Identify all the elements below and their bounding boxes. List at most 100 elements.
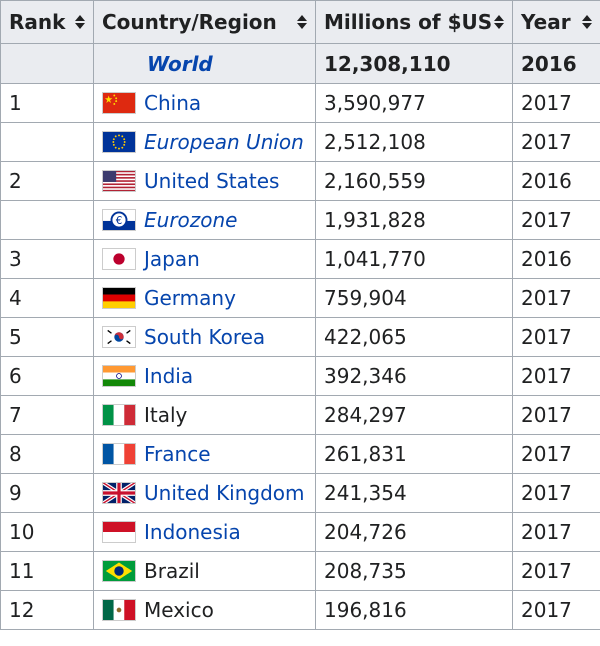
rank-cell: 5	[0, 317, 94, 357]
rank-column-header[interactable]: Rank	[0, 0, 94, 44]
rank-cell	[0, 122, 94, 162]
table-row: 7 Italy 284,297 2017	[0, 395, 600, 435]
country-cell-content: South Korea	[102, 319, 315, 356]
gdp-column-header[interactable]: Millions of $US	[315, 0, 513, 44]
france-flag-icon	[102, 443, 136, 465]
table-row: 9 United Kingdom 241,354 2017	[0, 473, 600, 513]
year-cell: 2017	[512, 551, 600, 591]
table-row: 11 Brazil 208,735 2017	[0, 551, 600, 591]
world-year-cell: 2016	[512, 43, 600, 84]
table-row: 3 Japan 1,041,770 2016	[0, 239, 600, 279]
indonesia-flag-icon	[102, 521, 136, 543]
country-cell: European Union	[93, 122, 316, 162]
united-kingdom-flag-icon	[102, 482, 136, 504]
country-cell: China	[93, 83, 316, 123]
year-cell: 2017	[512, 278, 600, 318]
rank-cell: 4	[0, 278, 94, 318]
year-cell: 2016	[512, 239, 600, 279]
country-link[interactable]: India	[144, 364, 194, 388]
european-union-flag-icon	[102, 131, 136, 153]
gdp-value-cell: 241,354	[315, 473, 513, 513]
sort-icon[interactable]	[297, 14, 307, 30]
country-link: Mexico	[144, 598, 214, 622]
table-row: 8 France 261,831 2017	[0, 434, 600, 474]
country-link[interactable]: Germany	[144, 286, 236, 310]
eurozone-euro-icon: €	[102, 209, 136, 231]
country-cell-content: China	[102, 85, 315, 122]
table-row: € Eurozone 1,931,828 2017	[0, 200, 600, 240]
table-row: 2 United States 2,160,559 2016	[0, 161, 600, 201]
country-link[interactable]: United States	[144, 169, 280, 193]
year-header-label: Year	[521, 10, 571, 34]
country-cell: South Korea	[93, 317, 316, 357]
country-cell: Mexico	[93, 590, 316, 630]
country-cell: € Eurozone	[93, 200, 316, 240]
rank-cell: 12	[0, 590, 94, 630]
country-cell-content: India	[102, 358, 315, 395]
country-link[interactable]: Eurozone	[144, 208, 238, 232]
rank-cell: 10	[0, 512, 94, 552]
country-cell-content: United Kingdom	[102, 475, 315, 512]
year-column-header[interactable]: Year	[512, 0, 600, 44]
country-cell: Indonesia	[93, 512, 316, 552]
country-cell-content: Brazil	[102, 553, 315, 590]
sort-icon[interactable]	[494, 14, 504, 30]
gdp-value-cell: 2,160,559	[315, 161, 513, 201]
gdp-value-cell: 204,726	[315, 512, 513, 552]
world-row: World 12,308,110 2016	[0, 43, 600, 84]
country-cell-content: Italy	[102, 397, 315, 434]
rank-cell	[0, 200, 94, 240]
country-column-header[interactable]: Country/Region	[93, 0, 316, 44]
country-link[interactable]: Indonesia	[144, 520, 241, 544]
gdp-table: Rank Country/Region Millions of $US Year…	[0, 0, 600, 630]
year-cell: 2017	[512, 512, 600, 552]
sort-icon[interactable]	[582, 14, 592, 30]
world-rank-cell	[0, 43, 94, 84]
gdp-value-cell: 2,512,108	[315, 122, 513, 162]
italy-flag-icon	[102, 404, 136, 426]
sort-icon[interactable]	[75, 14, 85, 30]
svg-text:€: €	[116, 215, 123, 227]
country-link: Italy	[144, 403, 188, 427]
rank-cell: 3	[0, 239, 94, 279]
year-cell: 2017	[512, 395, 600, 435]
rank-cell: 7	[0, 395, 94, 435]
country-cell: India	[93, 356, 316, 396]
brazil-flag-icon	[102, 560, 136, 582]
country-cell: Brazil	[93, 551, 316, 591]
year-cell: 2017	[512, 317, 600, 357]
country-link[interactable]: France	[144, 442, 211, 466]
rank-header-label: Rank	[9, 10, 66, 34]
country-link[interactable]: United Kingdom	[144, 481, 305, 505]
table-row: European Union 2,512,108 2017	[0, 122, 600, 162]
country-link[interactable]: South Korea	[144, 325, 266, 349]
country-header-label: Country/Region	[102, 10, 277, 34]
country-cell: Germany	[93, 278, 316, 318]
rank-cell: 9	[0, 473, 94, 513]
rank-cell: 6	[0, 356, 94, 396]
country-cell: Italy	[93, 395, 316, 435]
country-link[interactable]: Japan	[144, 247, 200, 271]
rank-cell: 2	[0, 161, 94, 201]
country-link[interactable]: China	[144, 91, 202, 115]
table-row: 6 India 392,346 2017	[0, 356, 600, 396]
year-cell: 2017	[512, 200, 600, 240]
country-cell-content: Germany	[102, 280, 315, 317]
table-row: 4 Germany 759,904 2017	[0, 278, 600, 318]
country-cell-content: Indonesia	[102, 514, 315, 551]
world-link[interactable]: World	[147, 51, 213, 76]
country-cell: Japan	[93, 239, 316, 279]
country-link[interactable]: European Union	[144, 130, 304, 154]
country-cell: United States	[93, 161, 316, 201]
country-link: Brazil	[144, 559, 200, 583]
world-country-cell: World	[93, 43, 316, 84]
japan-flag-icon	[102, 248, 136, 270]
rank-cell: 11	[0, 551, 94, 591]
gdp-value-cell: 261,831	[315, 434, 513, 474]
year-cell: 2017	[512, 590, 600, 630]
country-cell-content: United States	[102, 163, 315, 200]
gdp-value-cell: 3,590,977	[315, 83, 513, 123]
rank-cell: 8	[0, 434, 94, 474]
year-cell: 2016	[512, 161, 600, 201]
country-cell: France	[93, 434, 316, 474]
